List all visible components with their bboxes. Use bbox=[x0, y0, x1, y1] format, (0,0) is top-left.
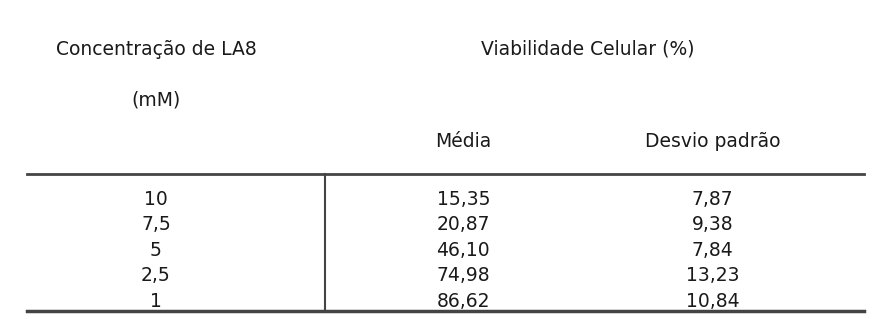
Text: 7,5: 7,5 bbox=[141, 215, 171, 234]
Text: 46,10: 46,10 bbox=[437, 241, 490, 260]
Text: 10: 10 bbox=[144, 190, 168, 209]
Text: 7,87: 7,87 bbox=[692, 190, 733, 209]
Text: Média: Média bbox=[435, 132, 492, 152]
Text: 9,38: 9,38 bbox=[692, 215, 733, 234]
Text: 2,5: 2,5 bbox=[141, 266, 171, 286]
Text: Concentração de LA8: Concentração de LA8 bbox=[55, 40, 257, 59]
Text: (mM): (mM) bbox=[131, 91, 181, 110]
Text: 10,84: 10,84 bbox=[686, 292, 740, 311]
Text: 15,35: 15,35 bbox=[437, 190, 490, 209]
Text: 7,84: 7,84 bbox=[692, 241, 733, 260]
Text: Desvio padrão: Desvio padrão bbox=[645, 132, 781, 152]
Text: 86,62: 86,62 bbox=[437, 292, 490, 311]
Text: 5: 5 bbox=[150, 241, 162, 260]
Text: 1: 1 bbox=[150, 292, 162, 311]
Text: 20,87: 20,87 bbox=[437, 215, 490, 234]
Text: Viabilidade Celular (%): Viabilidade Celular (%) bbox=[481, 40, 695, 59]
Text: 74,98: 74,98 bbox=[437, 266, 490, 286]
Text: 13,23: 13,23 bbox=[686, 266, 740, 286]
